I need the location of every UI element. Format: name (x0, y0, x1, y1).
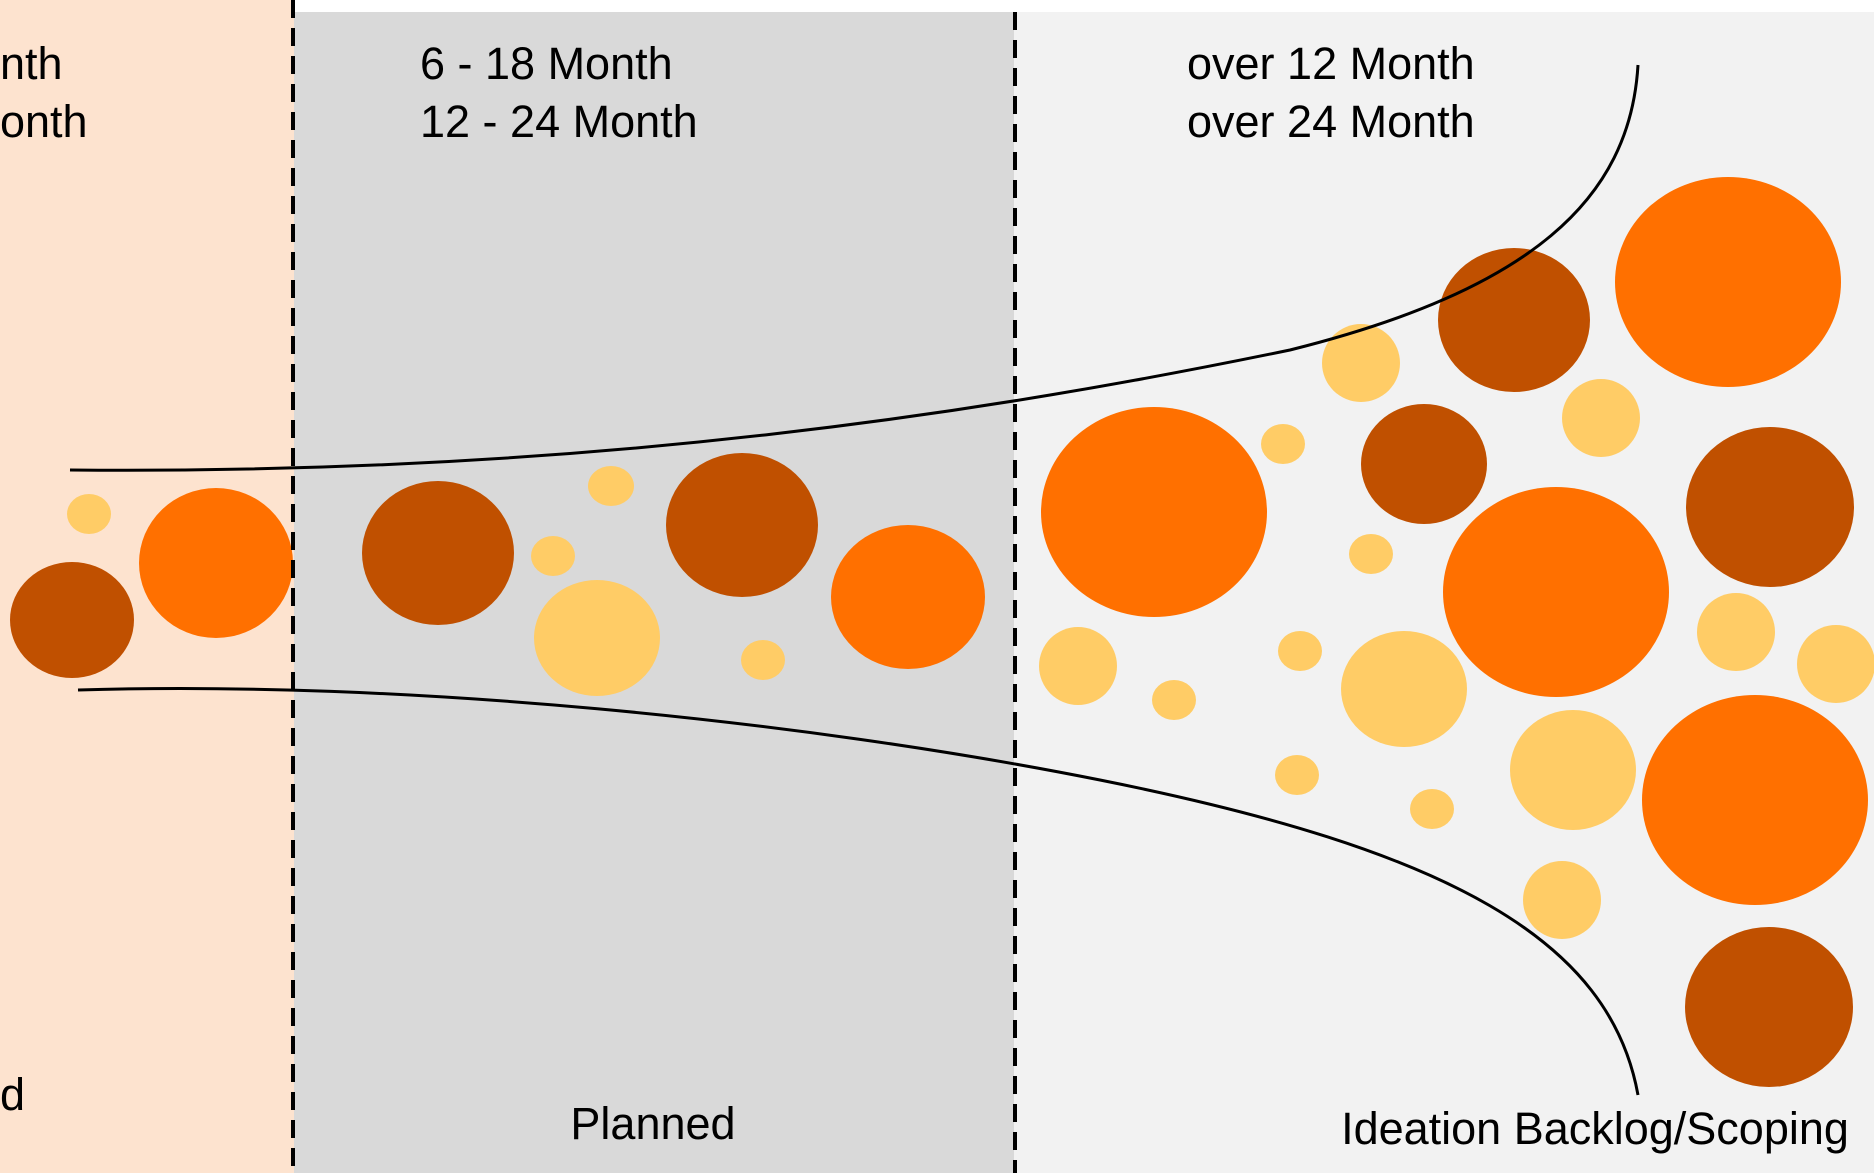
bubble-orange (831, 525, 985, 669)
middle-stage-label: Planned (570, 1098, 735, 1149)
bubble-dark-brown (10, 562, 134, 678)
bubble-orange (1443, 487, 1669, 697)
bubble-light-yellow (1275, 755, 1319, 795)
right-timeline-line-1: over 12 Month (1187, 38, 1475, 89)
bubble-dark-brown (1686, 427, 1854, 587)
bubble-light-yellow (1322, 324, 1400, 402)
bubble-light-yellow (1278, 631, 1322, 671)
bubble-group (10, 177, 1874, 1087)
bubble-light-yellow (1039, 627, 1117, 705)
bubble-light-yellow (1562, 379, 1640, 457)
left-timeline-line-2: onth (0, 96, 88, 147)
funnel-bottom-line (77, 686, 1640, 1096)
bubble-light-yellow (67, 494, 111, 534)
bubble-dark-brown (1361, 404, 1487, 524)
bubble-dark-brown (666, 453, 818, 597)
bubble-light-yellow (1341, 631, 1467, 747)
bubble-light-yellow (1510, 710, 1636, 830)
bubble-light-yellow (1697, 593, 1775, 671)
bubble-light-yellow (741, 640, 785, 680)
middle-timeline-line-2: 12 - 24 Month (420, 96, 698, 147)
bubble-light-yellow (534, 580, 660, 696)
bubble-light-yellow (1797, 625, 1874, 703)
bubble-orange (1041, 407, 1267, 617)
bubble-orange (139, 488, 293, 638)
middle-timeline-line-1: 6 - 18 Month (420, 38, 673, 89)
left-stage-label: d (0, 1069, 25, 1120)
bubble-light-yellow (531, 536, 575, 576)
bubble-light-yellow (1523, 861, 1601, 939)
right-stage-label: Ideation Backlog/Scoping (1341, 1103, 1849, 1154)
bubble-orange (1642, 695, 1868, 905)
bubble-dark-brown (1685, 927, 1853, 1087)
bubble-light-yellow (1261, 424, 1305, 464)
right-timeline-line-2: over 24 Month (1187, 96, 1475, 147)
bubble-light-yellow (588, 466, 634, 506)
bubble-dark-brown (1438, 248, 1590, 392)
bubble-light-yellow (1410, 789, 1454, 829)
bubble-light-yellow (1349, 534, 1393, 574)
bubble-orange (1615, 177, 1841, 387)
left-timeline-line-1: nth (0, 38, 63, 89)
bubble-dark-brown (362, 481, 514, 625)
funnel-top-line (69, 64, 1640, 472)
bubble-light-yellow (1152, 680, 1196, 720)
